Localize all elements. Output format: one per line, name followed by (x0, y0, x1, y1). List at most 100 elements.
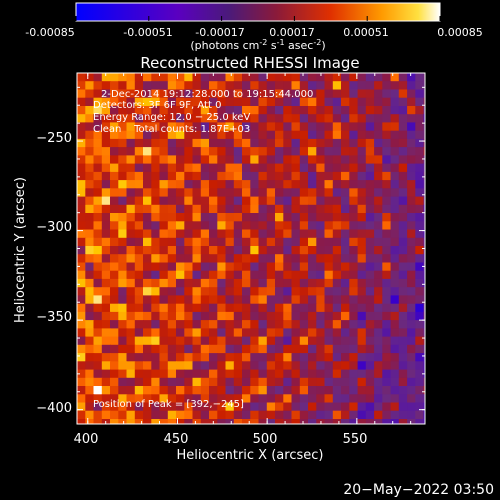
heatmap-cell (258, 138, 268, 148)
heatmap-cell (126, 147, 136, 156)
heatmap-cell (85, 353, 95, 362)
heatmap-cell (423, 106, 425, 115)
heatmap-cell (233, 122, 243, 132)
heatmap-cell (432, 90, 441, 99)
heatmap-cell (291, 402, 301, 412)
heatmap-cell (167, 270, 177, 280)
heatmap-cell (291, 114, 301, 123)
heatmap-cell (225, 377, 235, 387)
heatmap-cell (341, 336, 350, 346)
heatmap-cell (308, 328, 317, 338)
heatmap-cell (341, 419, 350, 424)
heatmap-cell (258, 303, 268, 313)
heatmap-cell (291, 106, 301, 115)
heatmap-cell (118, 89, 128, 99)
heatmap-cell (93, 204, 103, 214)
heatmap-cell (77, 196, 86, 206)
heatmap-cell (143, 73, 152, 82)
heatmap-cell (184, 73, 194, 82)
heatmap-cell (341, 361, 350, 371)
heatmap-cell (258, 311, 268, 321)
heatmap-cell (291, 419, 301, 424)
heatmap-cell (308, 303, 317, 313)
heatmap-cell (200, 138, 210, 148)
heatmap-cell (101, 171, 111, 181)
heatmap-cell (332, 328, 342, 338)
heatmap-cell (258, 73, 268, 82)
heatmap-cell (209, 81, 218, 90)
heatmap-cell (110, 114, 119, 123)
heatmap-cell (349, 122, 359, 132)
heatmap-cell (374, 106, 383, 115)
heatmap-cell (233, 270, 243, 280)
heatmap-cell (382, 295, 392, 305)
heatmap-cell (176, 171, 185, 181)
heatmap-cell (324, 369, 334, 379)
heatmap-cell (299, 262, 309, 272)
heatmap-cell (291, 73, 301, 82)
heatmap-cell (299, 147, 309, 156)
heatmap-cell (209, 204, 218, 214)
heatmap-cell (85, 287, 95, 296)
heatmap-cell (398, 221, 408, 231)
heatmap-cell (341, 155, 350, 165)
heatmap-cell (390, 171, 400, 181)
heatmap-cell (374, 410, 383, 420)
heatmap-cell (374, 147, 383, 156)
heatmap-cell (192, 336, 202, 346)
heatmap-cell (159, 221, 169, 231)
heatmap-cell (365, 155, 375, 165)
heatmap-cell (159, 369, 169, 379)
heatmap-cell (341, 254, 350, 263)
heatmap-cell (324, 336, 334, 346)
heatmap-cell (184, 237, 194, 247)
heatmap-cell (233, 204, 243, 214)
heatmap-cell (167, 196, 177, 206)
heatmap-cell (332, 122, 342, 132)
heatmap-cell (118, 344, 128, 354)
heatmap-cell (77, 303, 86, 313)
heatmap-cell (209, 138, 218, 148)
heatmap-cell (275, 402, 284, 412)
heatmap-cell (390, 196, 400, 206)
heatmap-cell (184, 311, 194, 321)
heatmap-cell (341, 344, 350, 354)
heatmap-cell (308, 295, 317, 305)
heatmap-cell (316, 278, 326, 288)
heatmap-cell (200, 311, 210, 321)
heatmap-cell (415, 270, 425, 280)
heatmap-cell (299, 402, 309, 412)
heatmap-cell (398, 386, 408, 395)
heatmap-cell (118, 130, 128, 140)
heatmap-cell (332, 278, 342, 288)
heatmap-cell (423, 122, 425, 132)
heatmap-cell (176, 344, 185, 354)
heatmap-cell (390, 147, 400, 156)
heatmap-cell (126, 180, 136, 189)
heatmap-cell (283, 336, 293, 346)
heatmap-cell (192, 155, 202, 165)
heatmap-cell (118, 270, 128, 280)
heatmap-cell (415, 180, 425, 189)
heatmap-cell (365, 353, 375, 362)
heatmap-cell (242, 180, 251, 189)
heatmap-cell (316, 122, 326, 132)
heatmap-cell (382, 114, 392, 123)
heatmap-cell (374, 270, 383, 280)
heatmap-cell (225, 246, 235, 255)
heatmap-cell (415, 163, 425, 173)
heatmap-cell (126, 130, 136, 140)
heatmap-cell (390, 81, 400, 90)
heatmap-cell (407, 122, 416, 132)
heatmap-cell (332, 344, 342, 354)
heatmap-cell (374, 361, 383, 371)
heatmap-cell (101, 311, 111, 321)
heatmap-cell (407, 328, 416, 338)
heatmap-cell (357, 254, 367, 263)
heatmap-cell (77, 270, 86, 280)
heatmap-cell (398, 147, 408, 156)
heatmap-cell (415, 73, 425, 82)
heatmap-cell (209, 147, 218, 156)
heatmap-cell (291, 246, 301, 255)
heatmap-cell (85, 254, 95, 263)
